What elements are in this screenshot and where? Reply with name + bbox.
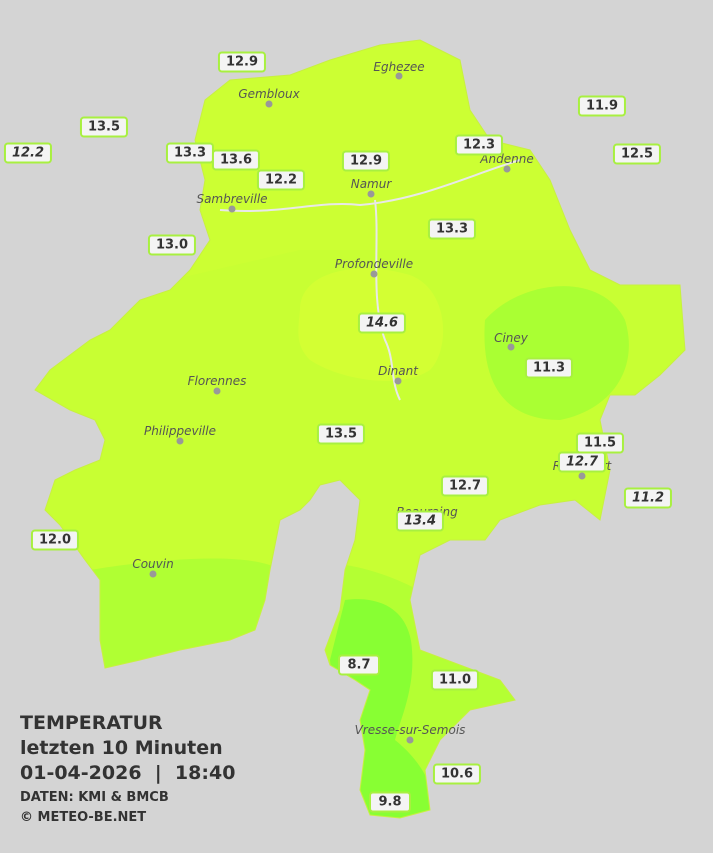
station-value: 10.6 (432, 763, 482, 785)
station-value: 8.7 (338, 654, 380, 676)
station-value: 11.0 (430, 669, 480, 691)
subtitle: letzten 10 Minuten (20, 737, 223, 759)
copyright: © METEO-BE.NET (20, 810, 147, 825)
station-value: 12.7 (557, 451, 607, 473)
source: DATEN: KMI & BMCB (20, 790, 169, 805)
station-value: 12.9 (341, 150, 391, 172)
city-label: Couvin (132, 557, 174, 571)
city-dot (370, 270, 378, 278)
city-dot (395, 72, 403, 80)
station-value: 11.5 (575, 432, 625, 454)
city-label: Profondeville (334, 257, 414, 271)
station-value: 13.6 (211, 149, 261, 171)
station-value: 13.5 (316, 423, 366, 445)
station-value: 9.8 (369, 791, 411, 813)
city-dot (149, 570, 157, 578)
city-dot (176, 437, 184, 445)
city-dot (394, 377, 402, 385)
station-value: 11.2 (623, 487, 673, 509)
city-label: Namur (350, 177, 392, 191)
city-dot (507, 343, 515, 351)
station-value: 13.4 (395, 510, 445, 532)
station-value: 12.2 (3, 142, 53, 164)
city-label: Gembloux (238, 87, 300, 101)
city-label: Andenne (480, 152, 534, 166)
station-value: 11.3 (524, 357, 574, 379)
station-value: 12.5 (612, 143, 662, 165)
title: TEMPERATUR (20, 712, 163, 734)
station-value: 13.3 (427, 218, 477, 240)
city-label: Sambreville (196, 192, 268, 206)
city-dot (578, 472, 586, 480)
city-label: Florennes (187, 374, 247, 388)
city-dot (367, 190, 375, 198)
city-dot (503, 165, 511, 173)
city-label: Ciney (494, 331, 528, 345)
datetime: 01-04-2026 | 18:40 (20, 762, 236, 784)
station-value: 13.3 (165, 142, 215, 164)
city-dot (265, 100, 273, 108)
station-value: 12.0 (30, 529, 80, 551)
city-label: Eghezee (373, 60, 425, 74)
city-dot (213, 387, 221, 395)
station-value: 12.9 (217, 51, 267, 73)
city-label: Philippeville (144, 424, 216, 438)
station-value: 12.2 (256, 169, 306, 191)
station-value: 14.6 (357, 312, 407, 334)
station-value: 13.0 (147, 234, 197, 256)
station-value: 13.5 (79, 116, 129, 138)
city-dot (406, 736, 414, 744)
station-value: 11.9 (577, 95, 627, 117)
city-label: Dinant (378, 364, 418, 378)
station-value: 12.7 (440, 475, 490, 497)
station-value: 12.3 (454, 134, 504, 156)
city-label: Vresse-sur-Semois (354, 723, 466, 737)
city-dot (228, 205, 236, 213)
